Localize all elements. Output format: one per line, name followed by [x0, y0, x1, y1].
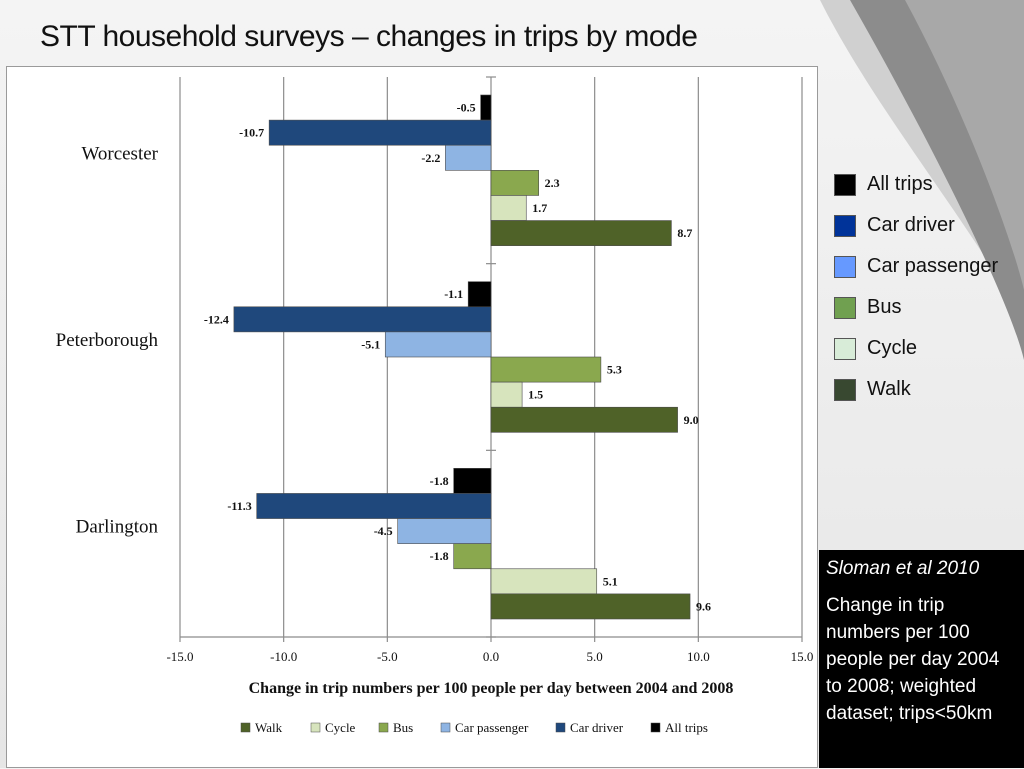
- x-tick-label-15: -15.0: [166, 649, 193, 664]
- bottom-legend-label-all-trips: All trips: [665, 720, 708, 735]
- legend-swatch-bus: [834, 296, 856, 319]
- legend-label-walk: Walk: [867, 378, 911, 400]
- legend-item-walk: Walk: [834, 369, 998, 410]
- source-description: Change in trip numbers per 100 people pe…: [826, 595, 1000, 724]
- category-label-peterborough: Peterborough: [56, 330, 159, 351]
- bar-peterborough-walk: [490, 406, 678, 433]
- bar-worcester-walk: [490, 220, 672, 246]
- bar-darlington-walk: [490, 593, 691, 620]
- data-label-darlington-car-passenger: -4.5: [374, 524, 393, 538]
- category-label-darlington: Darlington: [76, 517, 159, 538]
- legend-item-bus: Bus: [834, 287, 998, 328]
- legend-label-bus: Bus: [867, 296, 902, 318]
- data-label-peterborough-walk: 9.0: [684, 413, 699, 427]
- category-label-worcester: Worcester: [81, 143, 158, 164]
- x-tick-label-5: -5.0: [377, 649, 398, 664]
- x-tick-label-10: 10.0: [687, 649, 710, 664]
- data-label-worcester-car-passenger: -2.2: [421, 151, 440, 165]
- legend-label-car-passenger: Car passenger: [867, 255, 999, 277]
- x-tick-label-10: -10.0: [270, 649, 297, 664]
- bar-darlington-bus: [453, 543, 492, 570]
- bottom-legend-label-car-passenger: Car passenger: [455, 720, 529, 735]
- chart-container: -15.0 -10.0 -5.0 0.0 5.0 10.0 15.0 Worcester -0.…: [6, 66, 818, 768]
- bottom-legend-label-bus: Bus: [393, 720, 413, 735]
- bottom-legend-swatch-walk: [240, 722, 251, 733]
- data-label-worcester-car-driver: -10.7: [239, 126, 264, 140]
- bottom-legend-label-walk: Walk: [255, 720, 283, 735]
- legend-swatch-walk: [834, 378, 856, 401]
- bottom-legend-swatch-all-trips: [650, 722, 661, 733]
- source-citation: Sloman et al 2010: [826, 558, 980, 579]
- x-tick-label-5: 5.0: [587, 649, 603, 664]
- bar-worcester-car-driver: [268, 119, 492, 146]
- bar-peterborough-bus: [490, 356, 602, 383]
- bar-worcester-cycle: [490, 195, 527, 221]
- legend-item-car-passenger: Car passenger: [834, 246, 998, 287]
- legend-item-cycle: Cycle: [834, 328, 998, 369]
- data-label-worcester-cycle: 1.7: [532, 201, 547, 215]
- trip-change-chart: -15.0 -10.0 -5.0 0.0 5.0 10.0 15.0 Worcester -0.…: [56, 76, 814, 735]
- data-label-darlington-bus: -1.8: [430, 549, 449, 563]
- bar-darlington-car-passenger: [397, 518, 492, 544]
- data-label-peterborough-car-passenger: -5.1: [361, 337, 380, 351]
- bottom-legend-swatch-car-driver: [555, 722, 566, 733]
- data-label-worcester-bus: 2.3: [545, 176, 560, 190]
- source-note: Sloman et al 2010 Change in trip numbers…: [819, 550, 1024, 768]
- legend-item-all-trips: All trips: [834, 164, 998, 205]
- data-label-worcester-all-trips: -0.5: [457, 101, 476, 115]
- bottom-legend-swatch-bus: [378, 722, 389, 733]
- legend-swatch-car-driver: [834, 214, 856, 237]
- slide-title: STT household surveys – changes in trips…: [40, 20, 698, 53]
- legend-swatch-cycle: [834, 337, 856, 360]
- data-label-peterborough-all-trips: -1.1: [444, 287, 463, 301]
- bar-darlington-car-driver: [256, 493, 492, 519]
- data-label-worcester-walk: 8.7: [677, 226, 692, 240]
- legend-swatch-car-passenger: [834, 255, 856, 278]
- bottom-legend-swatch-car-passenger: [440, 722, 451, 733]
- legend-label-car-driver: Car driver: [867, 214, 955, 236]
- bar-worcester-car-passenger: [445, 144, 492, 171]
- x-tick-label-0: 0.0: [483, 649, 499, 664]
- bottom-legend-swatch-cycle: [310, 722, 321, 733]
- bar-darlington-all-trips: [453, 468, 492, 494]
- legend-item-car-driver: Car driver: [834, 205, 998, 246]
- legend-swatch-all-trips: [834, 173, 856, 196]
- legend-label-all-trips: All trips: [867, 173, 933, 195]
- data-label-peterborough-bus: 5.3: [607, 363, 622, 377]
- bottom-legend-label-cycle: Cycle: [325, 720, 356, 735]
- x-axis-title: Change in trip numbers per 100 people pe…: [249, 680, 734, 697]
- data-label-darlington-car-driver: -11.3: [227, 499, 251, 513]
- bar-peterborough-car-driver: [233, 306, 492, 333]
- x-tick-label-15: 15.0: [791, 649, 814, 664]
- bar-peterborough-cycle: [490, 381, 523, 408]
- data-label-darlington-all-trips: -1.8: [430, 474, 449, 488]
- bar-peterborough-car-passenger: [384, 331, 492, 358]
- data-label-peterborough-car-driver: -12.4: [204, 312, 229, 326]
- bar-peterborough-all-trips: [467, 281, 492, 308]
- bar-darlington-cycle: [490, 568, 598, 595]
- bar-worcester-all-trips: [480, 94, 492, 121]
- data-label-darlington-cycle: 5.1: [603, 574, 618, 588]
- bar-worcester-bus: [490, 170, 539, 196]
- bottom-legend-label-car-driver: Car driver: [570, 720, 624, 735]
- data-label-darlington-walk: 9.6: [696, 599, 711, 613]
- data-label-peterborough-cycle: 1.5: [528, 388, 543, 402]
- legend-label-cycle: Cycle: [867, 337, 918, 359]
- legend-right: All trips Car driver Car passenger Bus C…: [834, 164, 998, 410]
